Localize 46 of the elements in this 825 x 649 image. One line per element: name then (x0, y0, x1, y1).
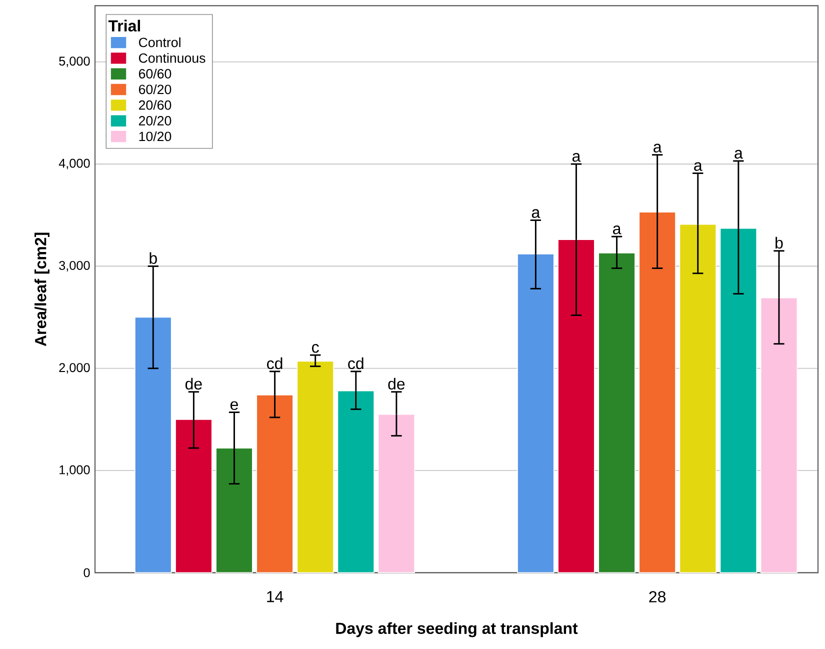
bar (337, 390, 374, 574)
legend-label: Control (138, 38, 180, 48)
legend-label: 60/60 (138, 68, 172, 79)
legend-title: Trial (108, 20, 140, 32)
annotation: a (613, 226, 622, 234)
bar (175, 419, 212, 574)
bar (296, 360, 334, 574)
bar (134, 317, 172, 574)
bar (679, 224, 716, 574)
y-tick-label: 0 (84, 568, 90, 578)
annotation: a (572, 153, 581, 162)
annotation: a (654, 144, 662, 153)
bar (598, 252, 636, 574)
annotation: c (312, 344, 319, 353)
annotation: b (776, 237, 783, 249)
bar (760, 298, 798, 574)
bar (216, 448, 253, 574)
annotation: e (230, 401, 238, 410)
bar (256, 394, 294, 574)
legend-label: 60/20 (138, 84, 172, 94)
annotation: a (532, 209, 540, 218)
y-tick-label: 1,000 (60, 465, 90, 476)
y-tick-label: 5,000 (59, 56, 90, 68)
annotation: b (150, 252, 157, 264)
legend-label: Continuous (138, 53, 206, 63)
bar (638, 212, 676, 574)
annotation: de (185, 378, 202, 390)
annotation: cd (267, 358, 282, 370)
bar (720, 228, 758, 574)
bar (517, 254, 554, 574)
legend-label: 20/20 (138, 116, 172, 126)
legend-label: 10/20 (139, 132, 172, 142)
bar (378, 414, 416, 574)
annotation: a (734, 150, 743, 159)
legend-label: 20/60 (138, 100, 172, 110)
annotation: cd (348, 358, 364, 370)
y-tick-label: 4,000 (58, 158, 90, 170)
annotation: a (694, 162, 702, 172)
x-tick-label: 14 (267, 591, 284, 602)
y-tick-label: 2,000 (59, 363, 90, 374)
bar (558, 239, 595, 574)
annotation: de (388, 378, 405, 390)
y-tick-label: 3,000 (59, 261, 90, 272)
x-tick-label: 28 (649, 591, 666, 603)
x-axis-title: Days after seeding at transplant (336, 622, 578, 638)
y-axis-title: Area/leaf [cm2] (34, 232, 50, 346)
